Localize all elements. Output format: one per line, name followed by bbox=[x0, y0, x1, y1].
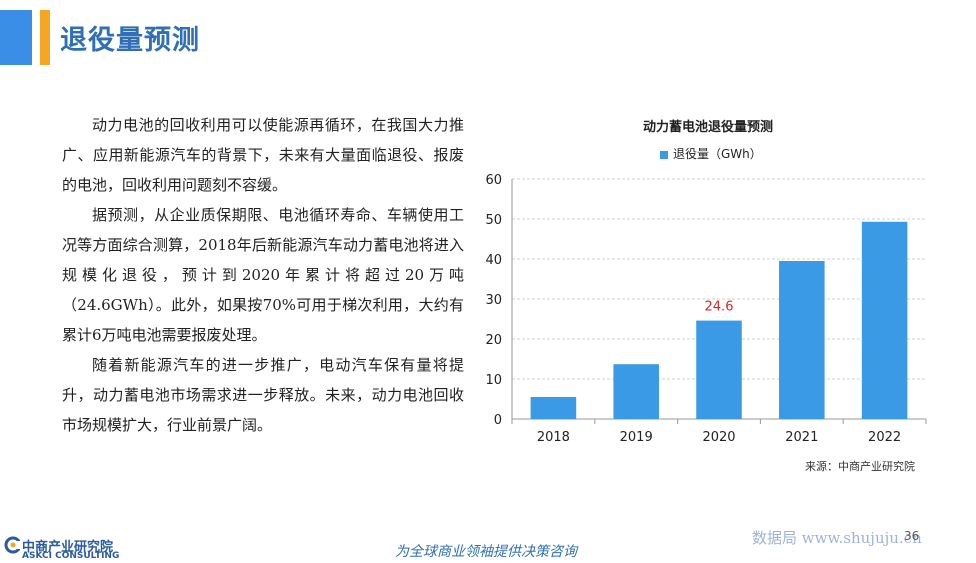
header-accent-orange bbox=[40, 10, 50, 65]
x-tick-label: 2021 bbox=[785, 430, 818, 445]
bar-2019 bbox=[613, 364, 659, 419]
chart-legend: 退役量（GWh） bbox=[660, 145, 762, 162]
logo-text-cn: 中商产业研究院 bbox=[22, 540, 114, 555]
bar-2018 bbox=[530, 397, 577, 419]
x-tick-label: 2018 bbox=[537, 430, 570, 445]
paragraph-1: 动力电池的回收利用可以使能源再循环，在我国大力推广、应用新能源汽车的背景下，未来… bbox=[62, 116, 464, 194]
page-title: 退役量预测 bbox=[60, 25, 200, 56]
y-tick-label: 50 bbox=[485, 213, 502, 228]
y-tick-label: 30 bbox=[485, 293, 502, 308]
x-tick-label: 2019 bbox=[620, 430, 653, 445]
header-accent-blue bbox=[0, 10, 32, 65]
legend-label: 退役量（GWh） bbox=[673, 147, 762, 161]
bar-2020 bbox=[696, 320, 742, 419]
x-tick-label: 2020 bbox=[702, 430, 735, 445]
y-tick-label: 0 bbox=[494, 413, 502, 428]
watermark: 数据局 www.shujuju.cn bbox=[752, 529, 922, 547]
y-tick-label: 40 bbox=[485, 253, 502, 268]
askci-logo-icon bbox=[4, 536, 20, 554]
chart-title: 动力蓄电池退役量预测 bbox=[642, 120, 773, 135]
body-text: 动力电池的回收利用可以使能源再循环，在我国大力推广、应用新能源汽车的背景下，未来… bbox=[62, 110, 464, 440]
footer-slogan: 为全球商业领袖提供决策咨询 bbox=[395, 544, 577, 560]
data-label: 24.6 bbox=[705, 300, 734, 315]
y-tick-label: 20 bbox=[485, 333, 502, 348]
x-tick-label: 2022 bbox=[868, 430, 901, 445]
y-tick-label: 10 bbox=[485, 373, 502, 388]
logo-text-en: ASKCI CONSULTING bbox=[22, 551, 120, 561]
chart-source: 来源：中商产业研究院 bbox=[805, 460, 915, 473]
y-tick-label: 60 bbox=[485, 173, 502, 188]
paragraph-2: 据预测，从企业质保期限、电池循环寿命、车辆使用工况等方面综合测算，2018年后新… bbox=[62, 206, 464, 344]
bar-2022 bbox=[861, 221, 908, 419]
bar-chart: 0 10 20 30 40 50 60 2018 2019 2020 2021 2022 24.6 bbox=[485, 173, 927, 445]
bar-2021 bbox=[779, 261, 825, 419]
legend-swatch bbox=[660, 150, 668, 159]
paragraph-3: 随着新能源汽车的进一步推广，电动汽车保有量将提升，动力蓄电池市场需求进一步释放。… bbox=[62, 356, 464, 434]
page-number: 36 bbox=[904, 529, 920, 543]
